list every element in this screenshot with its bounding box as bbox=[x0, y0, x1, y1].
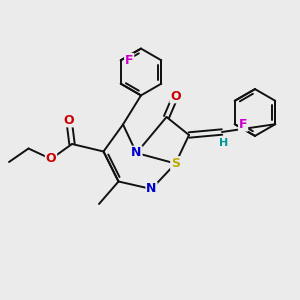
Text: N: N bbox=[131, 146, 142, 160]
Text: H: H bbox=[219, 138, 228, 148]
Text: O: O bbox=[46, 152, 56, 166]
Text: S: S bbox=[171, 157, 180, 170]
Text: N: N bbox=[146, 182, 157, 196]
Text: O: O bbox=[64, 113, 74, 127]
Text: F: F bbox=[125, 54, 134, 67]
Text: F: F bbox=[239, 118, 248, 131]
Text: O: O bbox=[170, 89, 181, 103]
